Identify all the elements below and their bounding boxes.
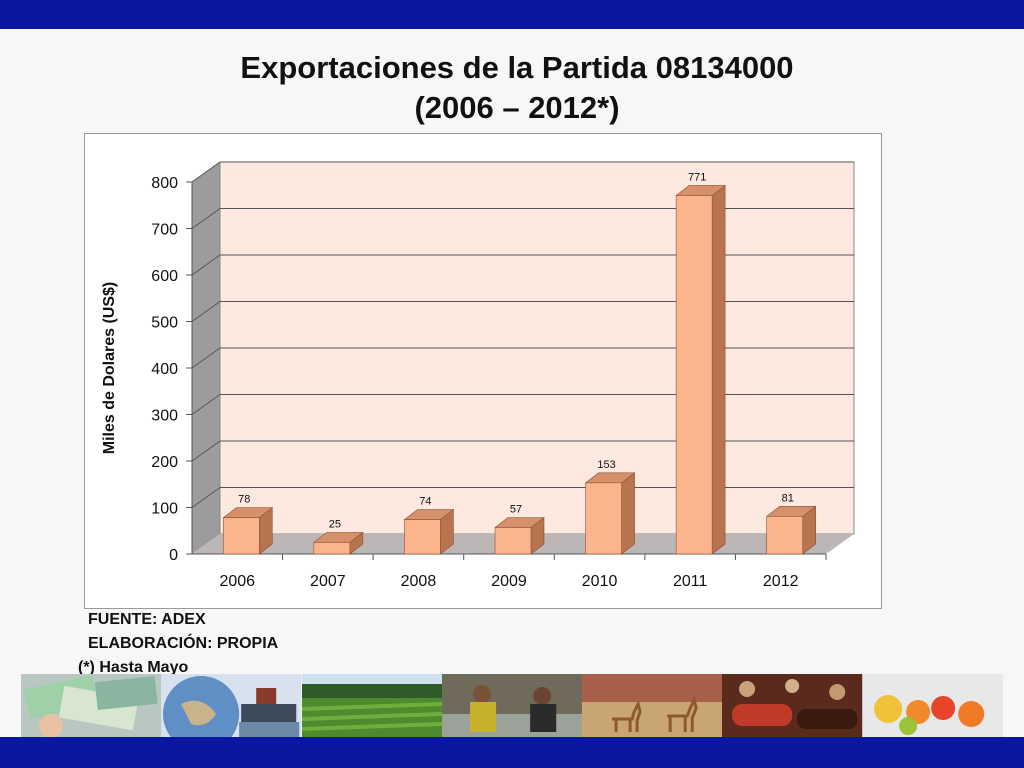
- footnote: (*) Hasta Mayo: [78, 659, 189, 676]
- bar: [404, 519, 441, 555]
- title-line-1: Exportaciones de la Partida 08134000: [240, 50, 794, 85]
- bar: [585, 482, 622, 555]
- data-label: 771: [688, 171, 706, 183]
- y-tick-label: 400: [151, 361, 178, 378]
- x-tick-label: 2006: [219, 573, 255, 590]
- chocolate-photo: [722, 674, 863, 737]
- fruits-photo: [862, 674, 1003, 737]
- x-tick-label: 2011: [673, 573, 708, 590]
- vicuna-photo: [582, 674, 723, 737]
- bar: [222, 517, 260, 555]
- y-tick-label: 200: [151, 454, 178, 471]
- bar: [675, 195, 713, 555]
- photo-strip: [21, 674, 1003, 737]
- slide-title: Exportaciones de la Partida 08134000 (20…: [112, 48, 922, 128]
- title-line-2: (2006 – 2012*): [414, 90, 620, 125]
- data-label: 153: [597, 459, 615, 471]
- money-photo: [21, 674, 162, 737]
- x-tick-label: 2008: [401, 573, 437, 590]
- top-band: [0, 0, 1024, 29]
- data-label: 81: [782, 492, 794, 504]
- field-photo: [301, 674, 442, 737]
- bar-side: [711, 184, 726, 555]
- y-tick-label: 800: [151, 175, 178, 192]
- bar-side: [621, 472, 635, 555]
- bar-chart: 0 100 200 300 400 500 600 700 800 Miles de Dolare…: [101, 161, 855, 590]
- data-label: 57: [510, 503, 522, 515]
- gridline-side: [191, 347, 221, 369]
- y-tick-label: 100: [151, 501, 178, 518]
- gridline-side: [191, 208, 221, 229]
- bottom-band: [0, 737, 1024, 768]
- bar: [494, 527, 532, 555]
- x-tick-label: 2007: [310, 573, 346, 590]
- y-axis-title: Miles de Dolares (US$): [101, 282, 118, 455]
- y-tick-label: 0: [169, 547, 178, 564]
- y-tick-label: 700: [151, 222, 178, 239]
- y-tick-label: 500: [151, 315, 178, 332]
- chart-frame: 0 100 200 300 400 500 600 700 800 Miles de Dolare…: [84, 133, 882, 609]
- bar: [766, 516, 804, 555]
- gridline-side: [191, 161, 221, 183]
- data-label: 78: [238, 494, 250, 506]
- gridline-side: [191, 394, 221, 415]
- gridline-side: [191, 440, 221, 462]
- y-tick-label: 600: [151, 268, 178, 285]
- globe-photo: [161, 674, 302, 737]
- gridline-side: [191, 254, 221, 276]
- bar: [313, 542, 351, 555]
- elaboration-note: ELABORACIÓN: PROPIA: [88, 635, 279, 652]
- x-tick-label: 2009: [491, 573, 527, 590]
- source-note: FUENTE: ADEX: [88, 611, 206, 628]
- market-photo: [441, 674, 583, 737]
- gridline-side: [191, 487, 221, 508]
- x-tick-label: 2012: [763, 573, 799, 590]
- x-tick-label: 2010: [582, 573, 618, 590]
- y-tick-label: 300: [151, 408, 178, 425]
- data-label: 25: [329, 518, 341, 530]
- chart-notes: FUENTE: ADEX ELABORACIÓN: PROPIA (*) Has…: [78, 608, 338, 680]
- data-label: 74: [419, 496, 431, 508]
- gridline-side: [191, 301, 221, 322]
